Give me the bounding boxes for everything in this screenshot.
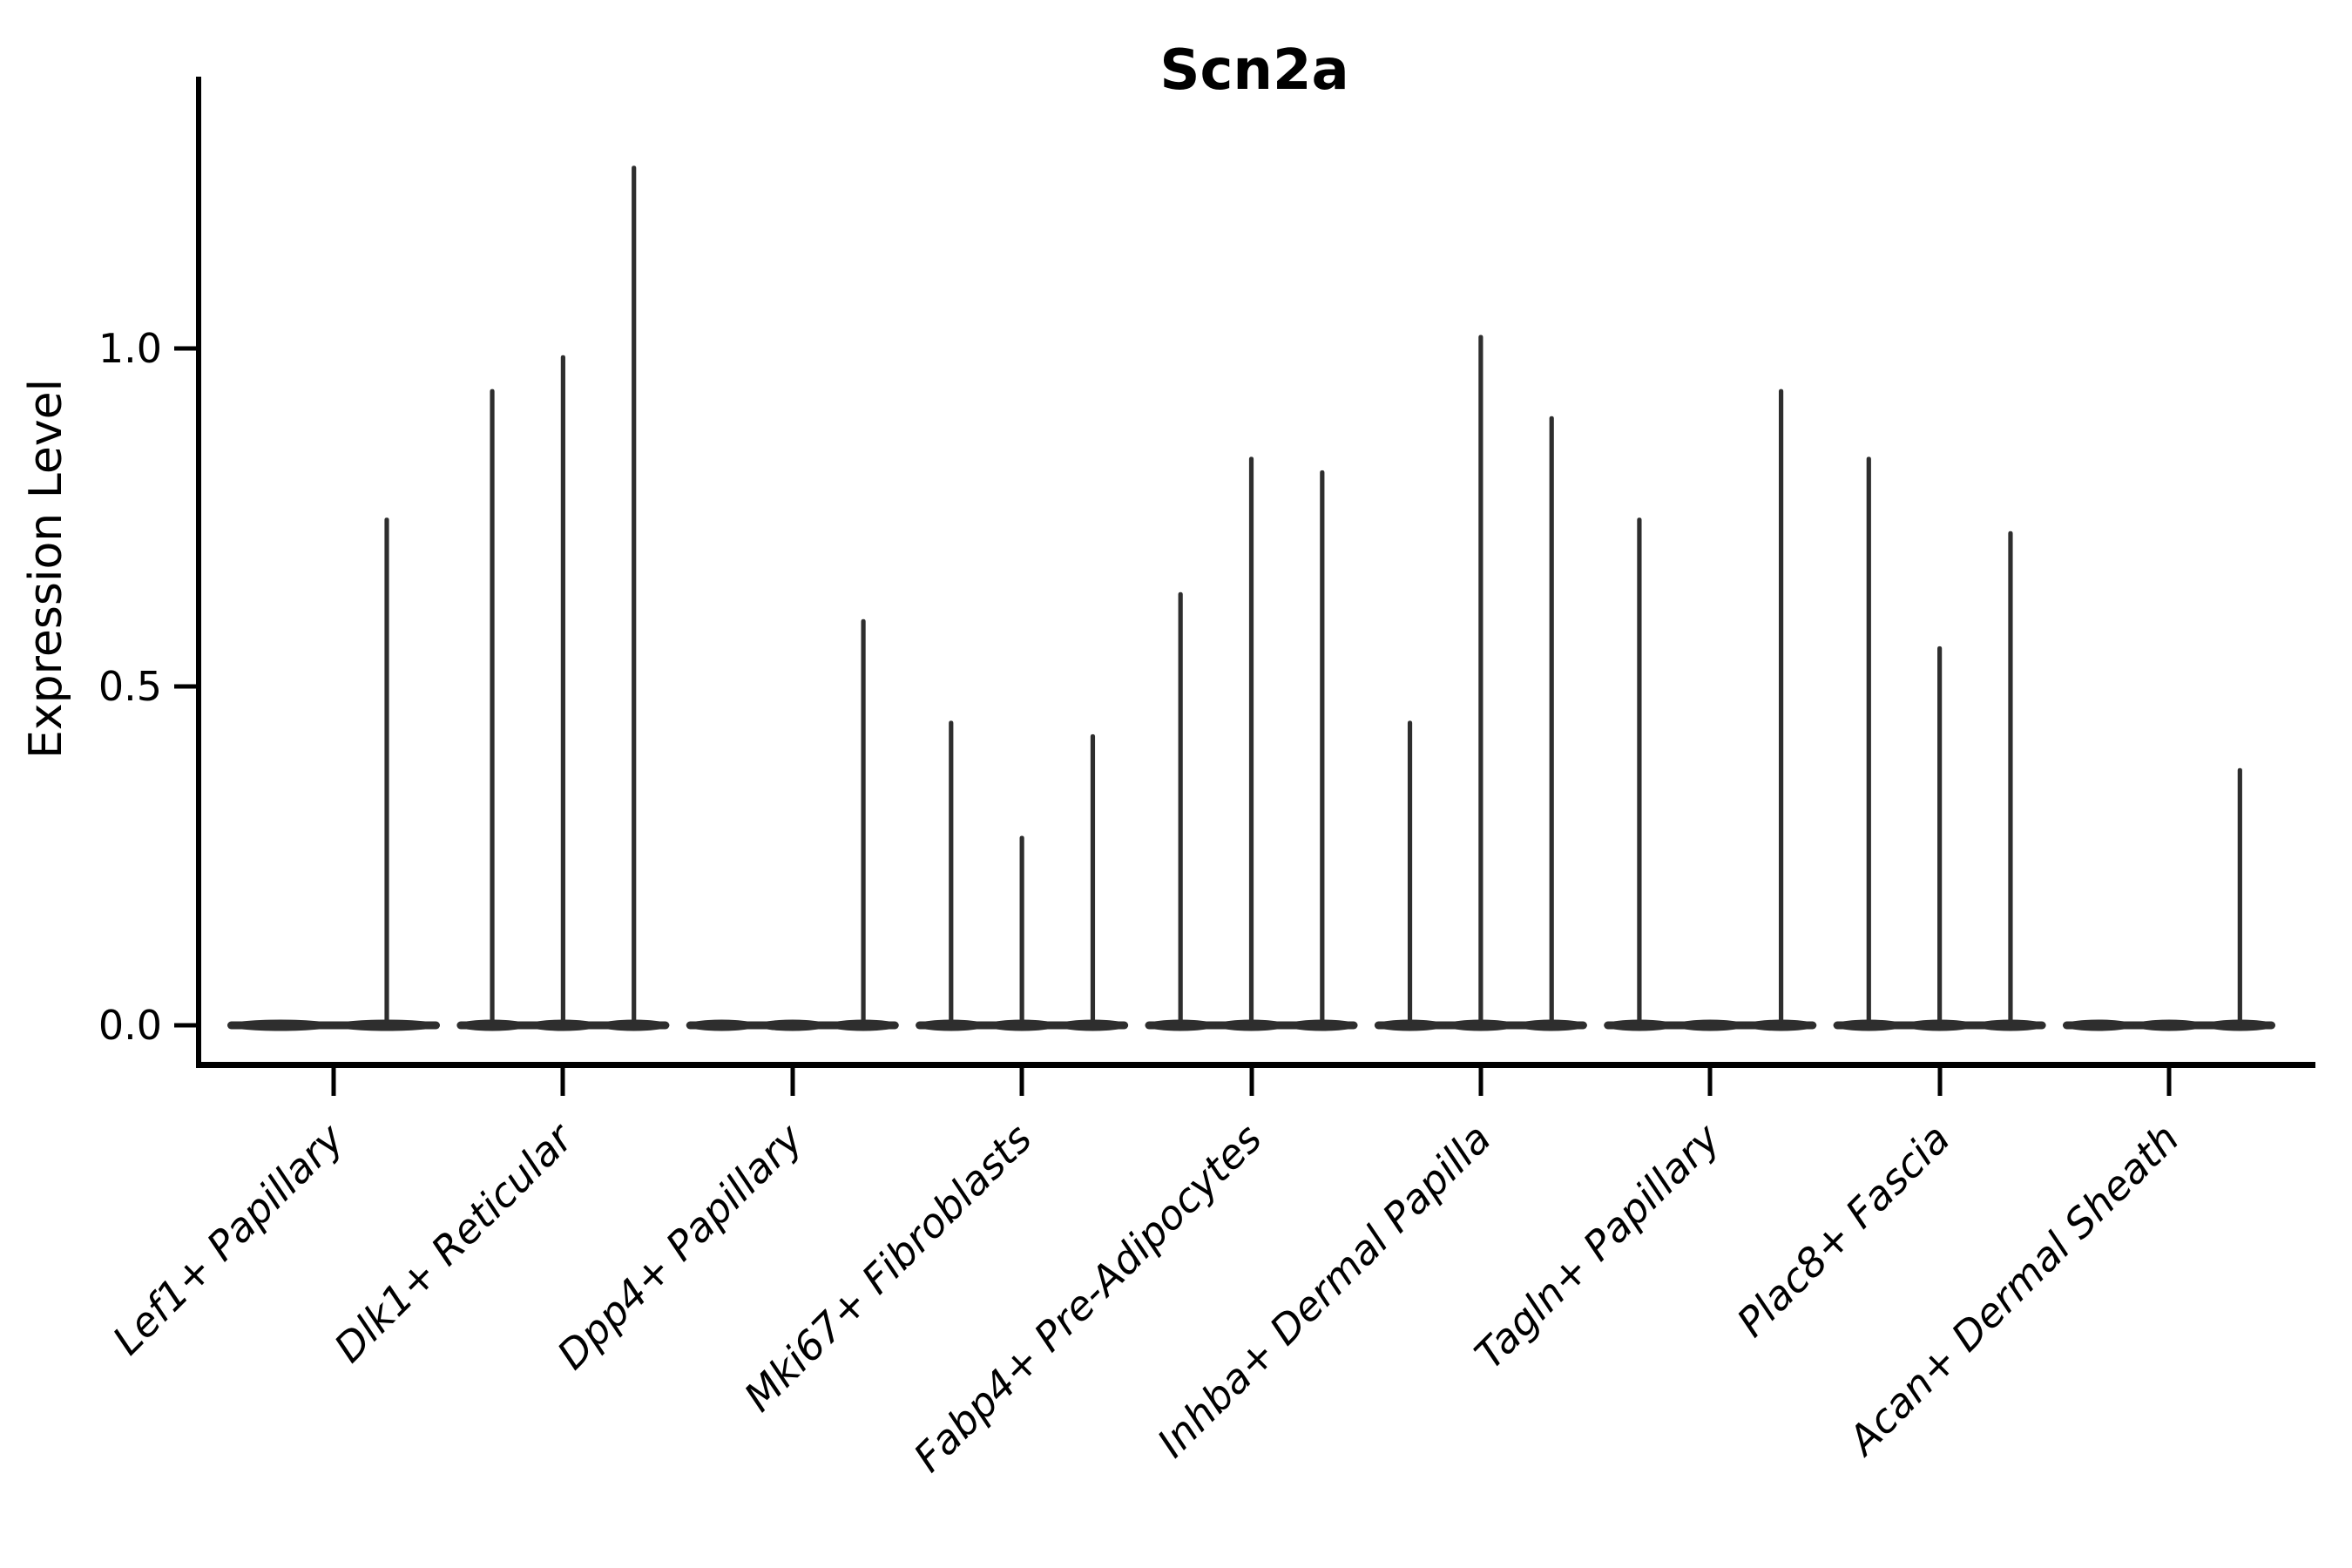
- violin-spike: [1090, 733, 1096, 1025]
- y-tick-label: 1.0: [98, 325, 162, 372]
- violin-spike: [1178, 591, 1183, 1025]
- violin-group: [1145, 456, 1358, 1031]
- violin-group: [2063, 767, 2275, 1031]
- violin-group: [916, 720, 1129, 1031]
- violin-spike: [2008, 531, 2013, 1025]
- violin-spike: [1019, 835, 1024, 1025]
- violin-spike: [861, 618, 866, 1025]
- violin-spike: [1478, 335, 1484, 1026]
- violin-spike: [1248, 456, 1254, 1025]
- violin-baseline-bulge: [686, 1019, 758, 1031]
- x-tick-label: Lef1+ Papillary: [104, 1114, 353, 1363]
- violin-group: [456, 166, 670, 1031]
- x-tick-label: Tagln+ Papillary: [1465, 1114, 1729, 1378]
- violin-baseline-bulge: [2133, 1019, 2205, 1031]
- violin-group: [1374, 335, 1587, 1031]
- violin-spike: [1937, 645, 1943, 1025]
- violin-baseline-bulge: [227, 1019, 334, 1031]
- violin-group: [686, 618, 899, 1031]
- x-tick-label: Plac8+ Fascia: [1727, 1115, 1958, 1346]
- x-tick-label: Dpp4+ Papillary: [548, 1114, 812, 1378]
- violin-spike: [1320, 470, 1325, 1025]
- violin-spike: [1866, 456, 1871, 1025]
- y-tick-label: 0.0: [98, 1002, 162, 1049]
- violin-spike: [1778, 389, 1784, 1025]
- plot-title: Scn2a: [1159, 38, 1348, 103]
- violin-spike: [2237, 767, 2242, 1025]
- violin-group: [1833, 456, 2046, 1031]
- violin-spike: [384, 517, 389, 1025]
- y-axis-label: Expression Level: [20, 379, 72, 759]
- violin-baseline-bulge: [1674, 1019, 1746, 1031]
- violin-spike: [632, 166, 637, 1025]
- bottom-spine: [196, 1062, 2315, 1068]
- violin-spike: [490, 389, 495, 1025]
- x-axis-ticks: Lef1+ Papillary Dlk1+ Reticular Dpp4+ Pa…: [104, 1068, 2188, 1481]
- y-tick-label: 0.5: [98, 663, 162, 710]
- left-spine: [196, 77, 201, 1068]
- violin-spike: [1549, 416, 1554, 1025]
- violin-spike: [1407, 720, 1413, 1025]
- violin-series: [227, 166, 2275, 1031]
- violin-group: [227, 517, 440, 1031]
- violin-baseline-bulge: [757, 1019, 828, 1031]
- x-tick-label: Dlk1+ Reticular: [325, 1112, 584, 1371]
- violin-spike: [949, 720, 954, 1025]
- violin-spike: [560, 355, 565, 1025]
- violin-group: [1604, 389, 1817, 1031]
- violin-spike: [1637, 517, 1642, 1025]
- violin-baseline-bulge: [2063, 1019, 2134, 1031]
- y-axis-ticks: 0.0 0.5 1.0: [98, 325, 197, 1049]
